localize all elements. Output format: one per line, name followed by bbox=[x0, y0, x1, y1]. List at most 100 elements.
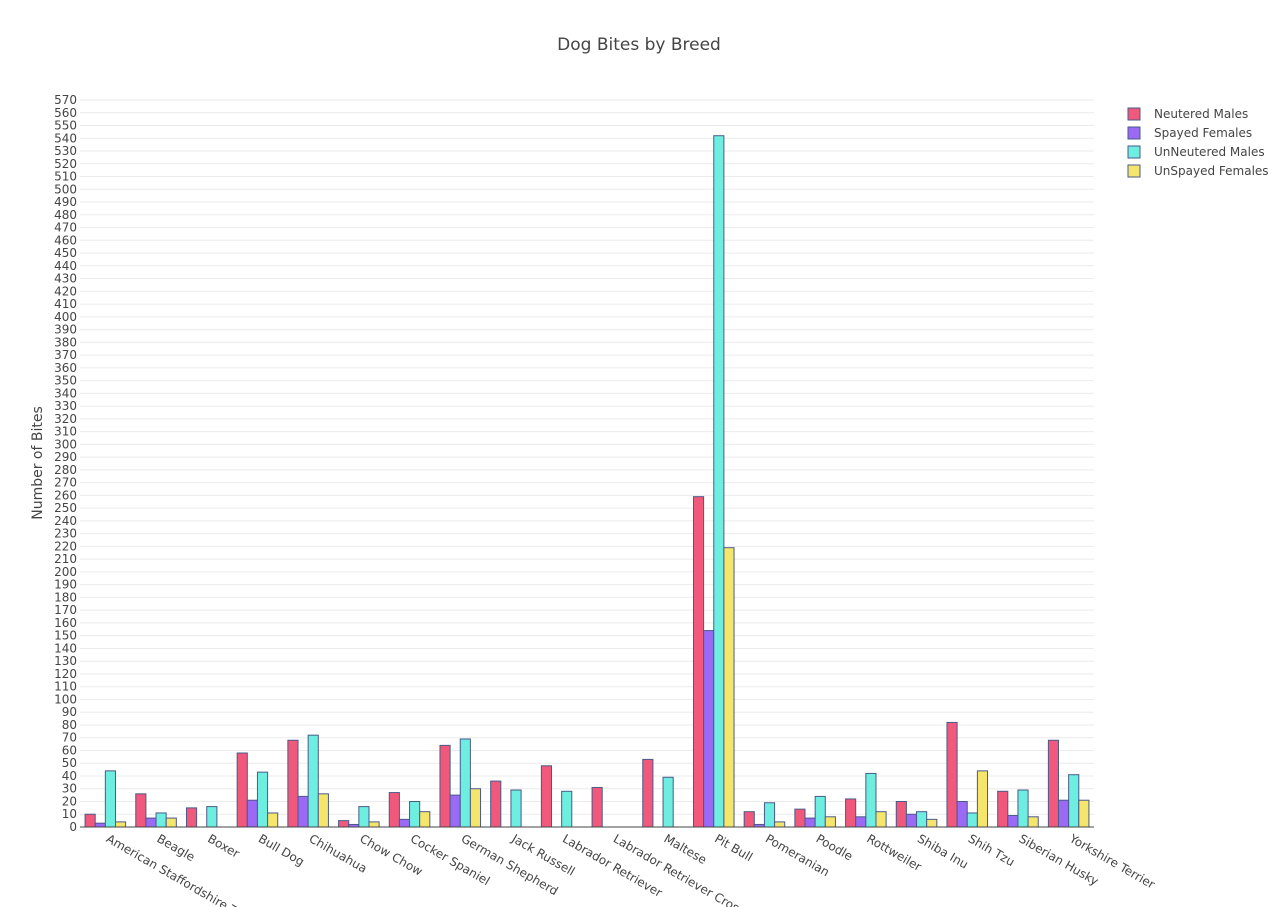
bar[interactable] bbox=[246, 799, 258, 828]
bar[interactable] bbox=[449, 794, 461, 828]
bar[interactable] bbox=[165, 817, 177, 828]
legend-swatch[interactable] bbox=[1127, 126, 1141, 140]
bar[interactable] bbox=[338, 820, 350, 828]
bar[interactable] bbox=[642, 758, 654, 828]
y-tick-label: 500 bbox=[54, 182, 77, 196]
bar[interactable] bbox=[317, 793, 329, 828]
legend-swatch[interactable] bbox=[1127, 164, 1141, 178]
bar[interactable] bbox=[1027, 816, 1039, 828]
bar[interactable] bbox=[84, 813, 96, 828]
bar[interactable] bbox=[713, 135, 725, 828]
legend-label[interactable]: UnNeutered Males bbox=[1154, 145, 1265, 159]
bar[interactable] bbox=[997, 790, 1009, 828]
bar[interactable] bbox=[561, 790, 573, 828]
y-tick-label: 110 bbox=[54, 680, 77, 694]
bar[interactable] bbox=[703, 630, 715, 828]
legend-label[interactable]: Neutered Males bbox=[1154, 107, 1248, 121]
bar[interactable] bbox=[1007, 815, 1019, 828]
bar[interactable] bbox=[804, 817, 816, 828]
bar[interactable] bbox=[540, 765, 553, 828]
y-tick-label: 360 bbox=[54, 361, 77, 375]
bar[interactable] bbox=[1017, 789, 1029, 828]
bar[interactable] bbox=[926, 818, 938, 828]
y-tick-label: 450 bbox=[54, 246, 77, 260]
y-tick-label: 280 bbox=[54, 463, 77, 477]
bar[interactable] bbox=[510, 789, 522, 828]
bar[interactable] bbox=[185, 807, 198, 828]
bar[interactable] bbox=[865, 772, 877, 828]
bar[interactable] bbox=[1058, 799, 1070, 828]
bar[interactable] bbox=[94, 822, 106, 828]
legend-label[interactable]: Spayed Females bbox=[1154, 126, 1252, 140]
y-tick-label: 570 bbox=[54, 93, 77, 107]
y-tick-label: 80 bbox=[62, 718, 77, 732]
y-tick-label: 0 bbox=[69, 820, 77, 834]
bar[interactable] bbox=[145, 817, 157, 828]
bar[interactable] bbox=[104, 770, 116, 828]
bar[interactable] bbox=[368, 821, 380, 828]
bar[interactable] bbox=[916, 811, 928, 828]
bar[interactable] bbox=[419, 811, 431, 828]
bar[interactable] bbox=[1047, 739, 1060, 828]
bar[interactable] bbox=[905, 813, 918, 828]
legend-swatch[interactable] bbox=[1127, 145, 1141, 159]
bar[interactable] bbox=[236, 752, 248, 828]
bar[interactable] bbox=[206, 806, 218, 828]
bar[interactable] bbox=[1078, 799, 1090, 828]
bar[interactable] bbox=[287, 739, 299, 828]
legend-swatch[interactable] bbox=[1127, 107, 1141, 121]
y-tick-label: 390 bbox=[54, 323, 77, 337]
bar[interactable] bbox=[469, 788, 482, 828]
y-tick-label: 30 bbox=[62, 782, 77, 796]
y-tick-label: 270 bbox=[54, 476, 77, 490]
bar[interactable] bbox=[459, 738, 471, 828]
bar[interactable] bbox=[875, 811, 887, 828]
y-axis-label: Number of Bites bbox=[30, 406, 46, 520]
bar[interactable] bbox=[114, 821, 127, 828]
bar[interactable] bbox=[388, 792, 400, 828]
bar[interactable] bbox=[895, 800, 907, 828]
bar[interactable] bbox=[256, 771, 269, 828]
bar[interactable] bbox=[662, 776, 674, 828]
x-tick-label: Bull Dog bbox=[256, 831, 307, 868]
bar[interactable] bbox=[692, 496, 705, 828]
y-tick-label: 440 bbox=[54, 259, 77, 273]
bar[interactable] bbox=[307, 734, 319, 828]
bar[interactable] bbox=[723, 547, 735, 828]
bars bbox=[84, 135, 1090, 828]
bar[interactable] bbox=[135, 793, 147, 828]
x-tick-label: Shih Tzu bbox=[966, 831, 1017, 869]
bar[interactable] bbox=[398, 818, 411, 828]
x-tick-label: Poodle bbox=[814, 831, 855, 863]
bar[interactable] bbox=[155, 812, 167, 828]
bar[interactable] bbox=[267, 812, 279, 828]
y-axis-ticks: 0102030405060708090100110120130140150160… bbox=[54, 93, 77, 834]
x-tick-label: Pit Bull bbox=[712, 831, 755, 864]
bar[interactable] bbox=[1068, 774, 1080, 828]
bar[interactable] bbox=[824, 816, 836, 828]
bar[interactable] bbox=[814, 795, 826, 828]
bar[interactable] bbox=[763, 802, 776, 828]
bar[interactable] bbox=[946, 721, 958, 828]
legend-label[interactable]: UnSpayed Females bbox=[1154, 164, 1269, 178]
bar[interactable] bbox=[743, 811, 755, 828]
y-tick-label: 410 bbox=[54, 297, 77, 311]
x-tick-label: Boxer bbox=[205, 831, 242, 860]
bar[interactable] bbox=[490, 780, 502, 828]
bar[interactable] bbox=[966, 812, 978, 828]
y-tick-label: 320 bbox=[54, 412, 77, 426]
bar[interactable] bbox=[845, 798, 857, 828]
y-tick-label: 370 bbox=[54, 348, 77, 362]
y-tick-label: 50 bbox=[62, 756, 77, 770]
bar[interactable] bbox=[358, 806, 370, 828]
bar[interactable] bbox=[297, 795, 309, 828]
bar[interactable] bbox=[855, 816, 867, 828]
bar[interactable] bbox=[976, 770, 989, 828]
bar[interactable] bbox=[956, 800, 968, 828]
bar[interactable] bbox=[439, 744, 451, 828]
bar[interactable] bbox=[591, 786, 603, 828]
bar[interactable] bbox=[774, 821, 786, 828]
y-tick-label: 170 bbox=[54, 603, 77, 617]
bar[interactable] bbox=[794, 808, 806, 828]
bar[interactable] bbox=[409, 800, 421, 828]
